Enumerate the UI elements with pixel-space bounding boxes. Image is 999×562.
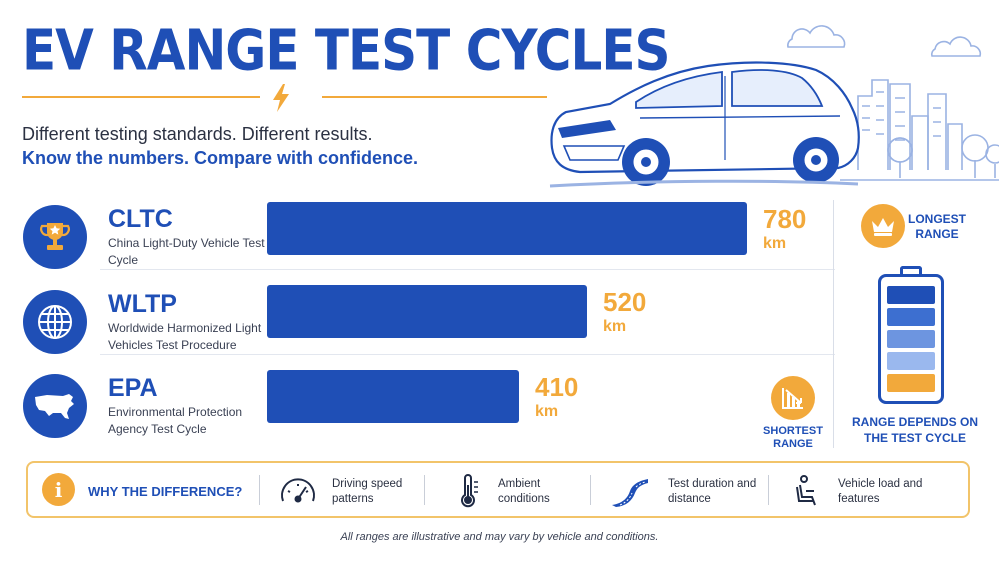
- title-divider: [22, 96, 547, 98]
- value-unit: km: [763, 235, 787, 252]
- value-number: 410: [535, 372, 579, 402]
- row-name-wltp: WLTP: [108, 290, 177, 318]
- trophy-icon: [23, 205, 87, 269]
- footnote: All ranges are illustrative and may vary…: [340, 531, 659, 543]
- lightning-bolt-icon: [273, 84, 289, 112]
- row-name-epa: EPA: [108, 374, 158, 402]
- battery-icon: [878, 266, 944, 404]
- globe-icon: [23, 290, 87, 354]
- bar-epa: [267, 370, 519, 423]
- longest-range-label: LONGEST RANGE: [908, 212, 967, 241]
- thermometer-icon: [461, 474, 478, 508]
- value-number: 520: [603, 287, 647, 317]
- factor-label-speed: Driving speed patterns: [332, 478, 403, 505]
- row-divider: [100, 354, 835, 355]
- ev-car-illustration: [549, 25, 999, 188]
- range-depends-label: RANGE DEPENDS ON THE TEST CYCLE: [851, 415, 979, 445]
- seat-icon: [796, 475, 816, 506]
- chart-row-wltp: WLTP Worldwide Harmonized Light Vehicles…: [20, 280, 835, 364]
- battery-cell: [887, 374, 935, 392]
- value-label-cltc: 780 km: [763, 206, 806, 252]
- shortest-range-label: SHORTEST RANGE: [763, 425, 823, 450]
- factor-label-load: Vehicle load and features: [838, 478, 923, 505]
- battery-cell: [887, 330, 935, 348]
- chart-row-cltc: CLTC China Light-Duty Vehicle Test Cycle: [20, 195, 835, 279]
- battery-cell: [887, 352, 935, 370]
- declining-chart-icon: [771, 376, 815, 420]
- factor-label-duration: Test duration and distance: [668, 478, 757, 505]
- why-difference-panel: i WHY THE DIFFERENCE? Driving speed patt…: [26, 461, 970, 518]
- subtitle-line-2: Know the numbers. Compare with confidenc…: [22, 148, 419, 168]
- factor-divider: [424, 475, 425, 505]
- factor-divider: [259, 475, 260, 505]
- info-icon: i: [42, 473, 75, 506]
- battery-cell: [887, 308, 935, 326]
- factor-divider: [590, 475, 591, 505]
- us-map-icon: [23, 374, 87, 438]
- row-desc-epa: Environmental Protection Agency Test Cyc…: [108, 405, 243, 436]
- bar-wltp: [267, 285, 587, 338]
- factor-divider: [768, 475, 769, 505]
- value-unit: km: [535, 403, 559, 420]
- value-label-wltp: 520 km: [603, 289, 646, 335]
- speedometer-icon: [281, 478, 315, 503]
- battery-cell: [887, 286, 935, 304]
- value-unit: km: [603, 318, 627, 335]
- chart-row-epa: EPA Environmental Protection Agency Test…: [20, 364, 835, 448]
- row-desc-wltp: Worldwide Harmonized Light Vehicles Test…: [108, 321, 262, 352]
- bar-cltc: [267, 202, 747, 255]
- crown-icon: [861, 204, 905, 248]
- panel-divider: [833, 200, 834, 448]
- why-difference-title: WHY THE DIFFERENCE?: [88, 484, 243, 499]
- subtitle-line-1: Different testing standards. Different r…: [22, 124, 373, 144]
- value-label-epa: 410 km: [535, 374, 578, 420]
- road-icon: [612, 479, 648, 507]
- value-number: 780: [763, 204, 807, 234]
- row-desc-cltc: China Light-Duty Vehicle Test Cycle: [108, 236, 265, 267]
- factor-label-ambient: Ambient conditions: [498, 478, 550, 505]
- row-divider: [100, 269, 835, 270]
- row-name-cltc: CLTC: [108, 205, 173, 233]
- page-title: EV RANGE TEST CYCLES: [22, 18, 671, 83]
